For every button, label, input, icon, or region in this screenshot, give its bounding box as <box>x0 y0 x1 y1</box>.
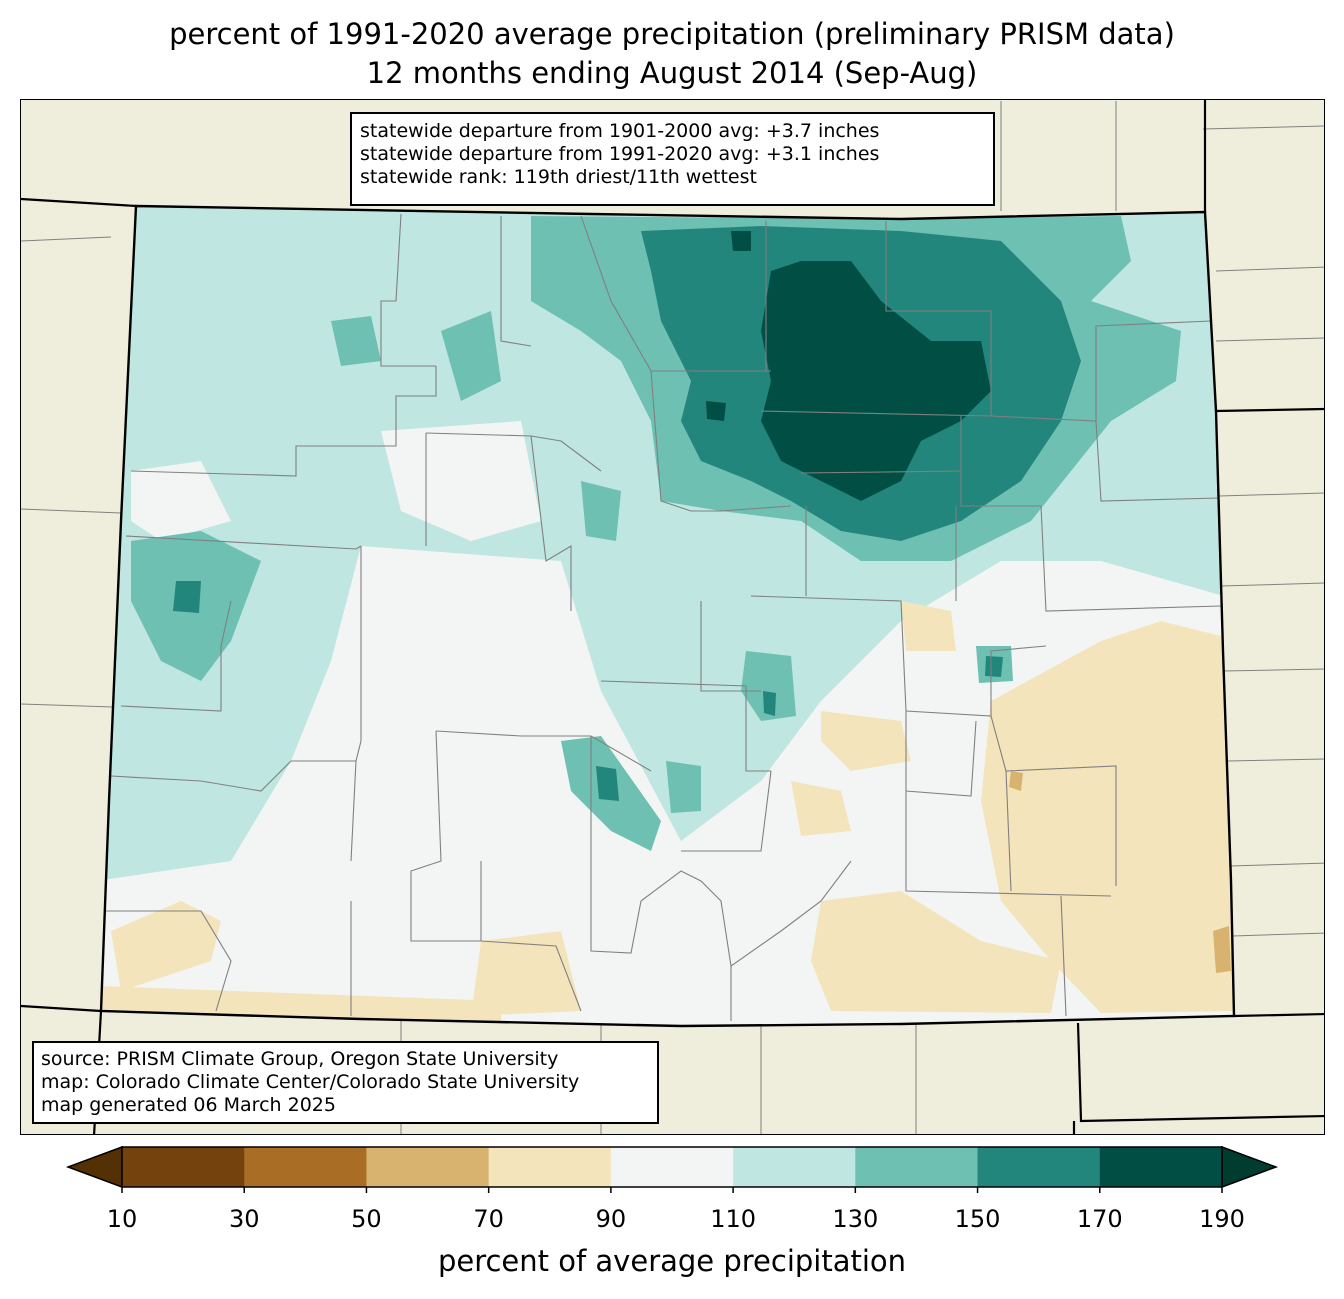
colorbar-segment <box>366 1147 490 1187</box>
colorbar-tick-label: 50 <box>351 1205 382 1233</box>
source-line2: map: Colorado Climate Center/Colorado St… <box>41 1071 580 1093</box>
county-lines <box>106 213 1222 1021</box>
colorbar-segment <box>977 1147 1101 1187</box>
colorbar-tick-label: 10 <box>106 1205 138 1233</box>
colorbar-tick-label: 150 <box>954 1205 1001 1233</box>
source-line3: map generated 06 March 2025 <box>41 1094 336 1116</box>
field-dry <box>981 621 1234 1013</box>
colorbar-tick-label: 170 <box>1076 1205 1123 1233</box>
source-line1: source: PRISM Climate Group, Oregon Stat… <box>41 1048 559 1070</box>
stats-line2: statewide departure from 1991-2020 avg: … <box>360 143 880 165</box>
precipitation-map <box>21 100 1324 1134</box>
precipitation-field <box>101 206 1234 1026</box>
colorbar-over-arrow <box>1221 1145 1279 1189</box>
colorbar <box>65 1145 1279 1193</box>
colorbar-under-arrow <box>65 1145 123 1189</box>
statewide-stats-box: statewide departure from 1901-2000 avg: … <box>350 112 995 206</box>
colorado-border <box>99 204 1236 1028</box>
stats-line3: statewide rank: 119th driest/11th wettes… <box>360 166 757 188</box>
colorbar-segment <box>610 1147 734 1187</box>
map-title-line1: percent of 1991-2020 average precipitati… <box>169 17 1175 51</box>
stats-line1: statewide departure from 1901-2000 avg: … <box>360 120 880 142</box>
source-credit-box: source: PRISM Climate Group, Oregon Stat… <box>32 1041 659 1124</box>
colorbar-tick-label: 90 <box>595 1205 627 1233</box>
colorbar-label: percent of average precipitation <box>437 1244 907 1278</box>
colorbar-tick-label: 70 <box>473 1205 504 1233</box>
map-title-line2: 12 months ending August 2014 (Sep-Aug) <box>366 56 978 90</box>
colorbar-segment <box>855 1147 979 1187</box>
colorbar-frame <box>121 1146 1223 1188</box>
colorbar-segment <box>733 1147 856 1187</box>
colorbar-segment <box>488 1147 612 1187</box>
map-frame <box>20 99 1325 1135</box>
colorbar-segment <box>1099 1147 1223 1187</box>
colorbar-tick-label: 110 <box>710 1205 757 1233</box>
field-near-normal <box>101 546 1234 1026</box>
field-wet-170 <box>761 261 991 501</box>
colorbar-tick-label: 30 <box>228 1205 260 1233</box>
colorbar-tick-label: 130 <box>832 1205 879 1233</box>
colorbar-segment <box>122 1147 245 1187</box>
colorbar-segment <box>244 1147 367 1187</box>
colorbar-tick-label: 190 <box>1199 1205 1245 1233</box>
